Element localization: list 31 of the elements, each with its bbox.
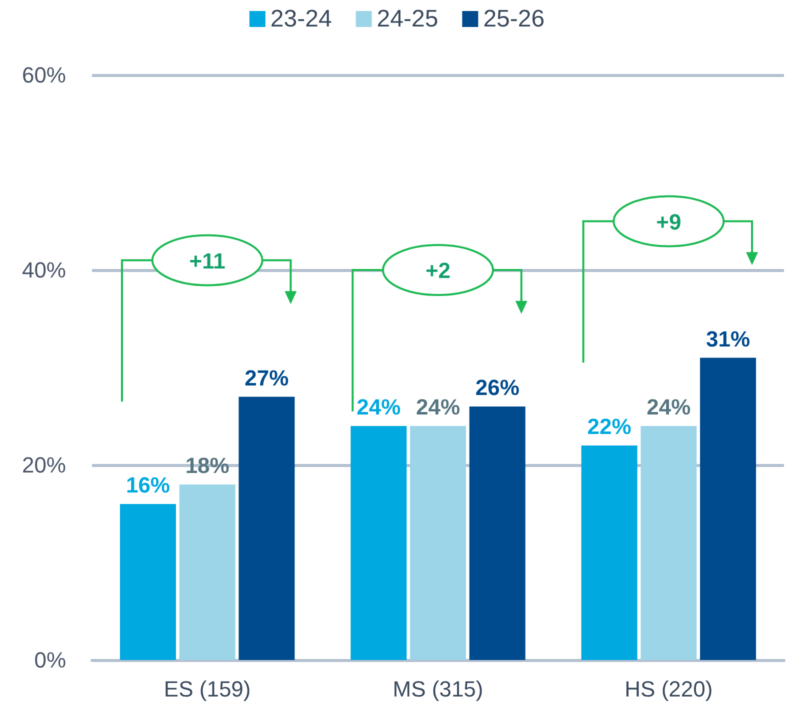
data-label: 24%: [646, 394, 691, 420]
data-label: 16%: [126, 472, 170, 498]
bar: [700, 358, 756, 660]
legend-label: 25-26: [483, 6, 545, 32]
annotation: +11: [189, 248, 226, 274]
y-tick-label: 60%: [22, 62, 66, 88]
bar: [581, 446, 638, 660]
bar: [179, 484, 236, 660]
annotation: +2: [425, 258, 451, 283]
data-label: 24%: [356, 394, 401, 420]
data-label: 27%: [244, 365, 289, 390]
y-tick-label: 0%: [34, 648, 66, 672]
data-label: 31%: [706, 326, 750, 352]
bar: [469, 406, 526, 660]
bar: [640, 426, 697, 660]
annotation: +9: [656, 209, 682, 234]
data-label: 26%: [475, 375, 520, 400]
data-label: 24%: [416, 394, 460, 420]
data-label: 22%: [587, 414, 632, 439]
x-tick-label: ES (159): [164, 676, 251, 702]
legend-label: 23-24: [270, 6, 332, 32]
data-label: 18%: [185, 453, 230, 478]
legend-label: 24-25: [376, 6, 438, 32]
x-tick-label: HS (220): [624, 676, 713, 702]
y-tick-label: 20%: [22, 452, 66, 478]
x-tick-label: MS (315): [392, 676, 484, 702]
bar: [120, 504, 176, 660]
y-tick-label: 40%: [22, 258, 66, 282]
bar: [238, 396, 295, 660]
bar: [350, 426, 407, 660]
bar: [410, 426, 466, 660]
